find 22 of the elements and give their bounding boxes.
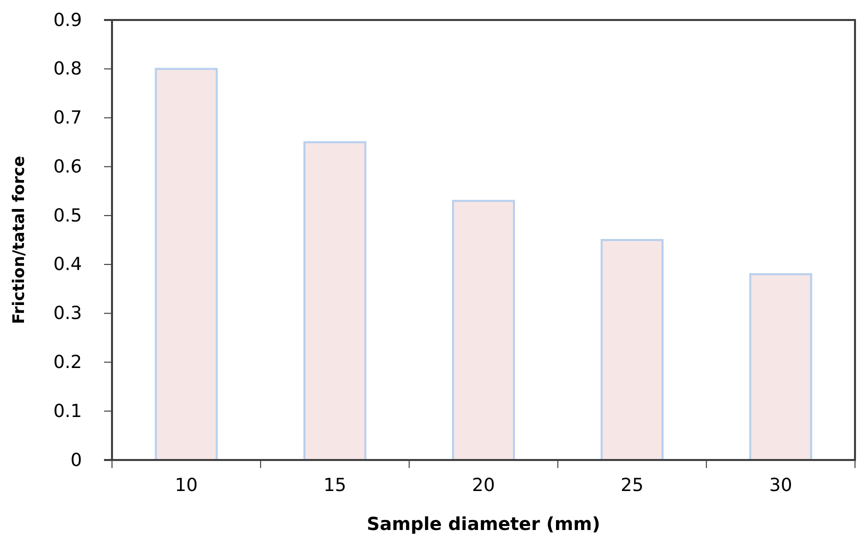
x-axis-title: Sample diameter (mm) [366,514,600,535]
y-tick-label: 0 [70,450,82,471]
y-axis-title: Friction/tatal force [9,156,28,324]
x-tick-label: 15 [323,474,346,496]
y-tick-label: 0.8 [53,58,82,80]
y-tick-label: 0.4 [53,254,82,276]
x-tick-label: 10 [174,474,198,496]
y-tick-label: 0.3 [53,303,82,324]
bar [600,239,664,461]
x-tick-label: 25 [620,474,644,496]
y-tick-label: 0.5 [53,205,82,226]
bar [749,273,812,461]
y-tick-label: 0.6 [53,156,82,178]
y-tick-label: 0.7 [53,108,82,129]
bar [303,141,366,461]
x-tick-label: 30 [769,474,792,496]
x-tick-label: 20 [472,474,495,496]
y-tick-label: 0.9 [53,10,82,31]
y-tick-label: 0.1 [53,400,82,422]
y-tick-label: 0.2 [53,352,82,373]
bar [154,68,218,461]
bar [452,200,515,461]
